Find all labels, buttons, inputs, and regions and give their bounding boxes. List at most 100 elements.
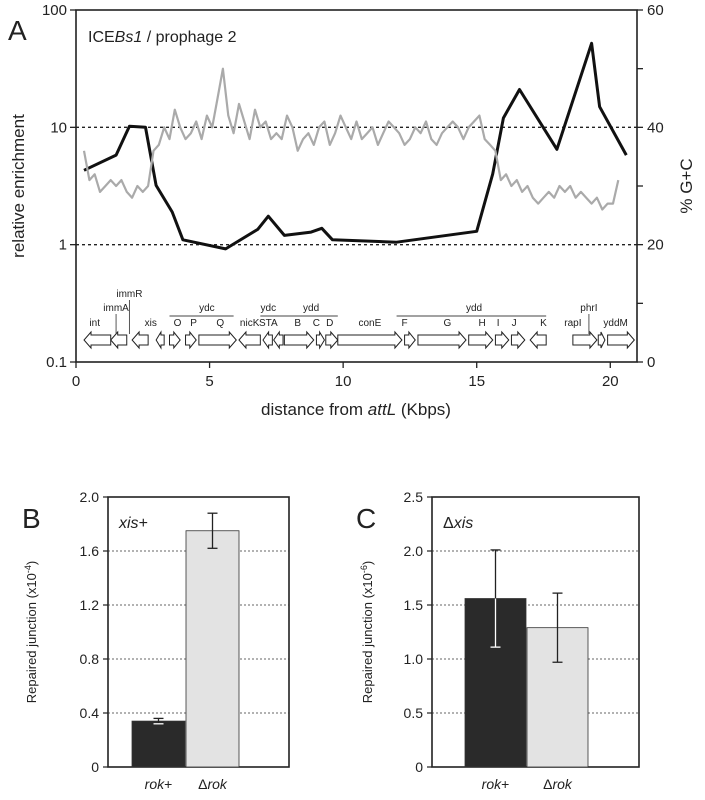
gene-label: ydd bbox=[303, 303, 319, 314]
gene-arrow bbox=[110, 330, 128, 350]
y-tick-label: 1 bbox=[59, 237, 67, 254]
gene-arrow bbox=[169, 330, 181, 350]
gene-label: immA bbox=[103, 303, 129, 314]
gene-label: yddM bbox=[603, 318, 627, 329]
y-tick-label: 0 bbox=[415, 759, 423, 775]
gene-arrow bbox=[468, 330, 494, 350]
panel-a-y-axis-label: relative enrichment bbox=[9, 114, 28, 258]
gene-label: F bbox=[402, 318, 408, 329]
gene-label: ydd bbox=[466, 303, 482, 314]
gene-label: ydc bbox=[199, 303, 215, 314]
gene-label: phrI bbox=[580, 303, 597, 314]
panel-a-ticks: 0 5 10 15 20 0.1 1 10 100 0 20 40 60 bbox=[42, 2, 664, 390]
gc-content-line bbox=[82, 67, 620, 211]
category-label: rok+ bbox=[482, 776, 510, 792]
y-tick-label: 1.0 bbox=[404, 651, 424, 667]
gene-label: O bbox=[174, 318, 182, 329]
y-tick-label: 100 bbox=[42, 2, 67, 19]
category-label: rok+ bbox=[145, 776, 173, 792]
gene-arrow bbox=[404, 330, 416, 350]
gene-label: C bbox=[313, 318, 320, 329]
gene-arrow bbox=[83, 330, 112, 350]
y-tick-label: 2.0 bbox=[80, 489, 100, 505]
x-tick-label: 10 bbox=[335, 373, 352, 390]
gene-label: Q bbox=[216, 318, 224, 329]
gene-arrow bbox=[494, 330, 510, 350]
bar bbox=[131, 720, 186, 768]
gene-label: conE bbox=[358, 318, 381, 329]
panel-c-y-axis-label: Repaired junction (x10-6) bbox=[359, 561, 375, 703]
panel-a-plot-frame bbox=[75, 9, 638, 363]
panel-a-title: ICEBs1 / prophage 2 bbox=[88, 29, 237, 46]
gene-arrow bbox=[283, 330, 315, 350]
gene-label: D bbox=[326, 318, 333, 329]
gene-label: G bbox=[443, 318, 451, 329]
gene-arrow bbox=[262, 330, 273, 350]
panel-letter-c: C bbox=[356, 503, 376, 534]
category-label: Δrok bbox=[543, 776, 573, 792]
panel-c-content: 0 0.5 1.0 1.5 2.0 2.5 rok+ Δrok bbox=[404, 489, 639, 792]
bar bbox=[185, 530, 240, 768]
enrichment-line bbox=[83, 41, 628, 251]
panel-letter-b: B bbox=[22, 503, 41, 534]
panel-c-annotation: Δxis bbox=[443, 515, 473, 532]
gene-label: rapI bbox=[564, 318, 581, 329]
gene-arrow bbox=[325, 330, 339, 350]
category-label: Δrok bbox=[198, 776, 228, 792]
y2-tick-label: 20 bbox=[647, 237, 664, 254]
panel-b-y-axis-label: Repaired junction (x10-4) bbox=[23, 561, 39, 703]
gene-arrow bbox=[131, 330, 149, 350]
gene-label: B bbox=[294, 318, 301, 329]
x-tick-label: 15 bbox=[468, 373, 485, 390]
y-tick-label: 1.2 bbox=[80, 597, 100, 613]
gene-label: K bbox=[540, 318, 547, 329]
gene-arrow bbox=[198, 330, 237, 350]
y-tick-label: 1.6 bbox=[80, 543, 100, 559]
panel-a-x-axis-label: distance from attL (Kbps) bbox=[261, 400, 451, 419]
panel-letter-a: A bbox=[8, 15, 27, 46]
gene-arrow bbox=[572, 330, 598, 350]
gene-arrow bbox=[238, 330, 261, 350]
gene-arrow bbox=[155, 330, 165, 350]
x-tick-label: 20 bbox=[602, 373, 619, 390]
y2-tick-label: 40 bbox=[647, 119, 664, 136]
panel-a-series bbox=[82, 41, 628, 251]
gene-arrow bbox=[607, 330, 635, 350]
panel-b-annotation: xis+ bbox=[118, 515, 148, 532]
x-tick-label: 5 bbox=[205, 373, 213, 390]
gene-arrow bbox=[597, 331, 606, 349]
gene-label: I bbox=[497, 318, 500, 329]
y-tick-label: 0.1 bbox=[46, 354, 67, 371]
panel-a-y2-axis-label: % G+C bbox=[677, 158, 696, 213]
y-tick-label: 0 bbox=[91, 759, 99, 775]
gene-label: nicK bbox=[240, 318, 260, 329]
gene-label: xis bbox=[145, 318, 157, 329]
gene-arrow bbox=[337, 330, 403, 350]
gene-arrow bbox=[315, 330, 326, 350]
panel-b-chart: 0 0.4 0.8 1.2 1.6 2.0 rok+ Δrok xis+ Repaired j… bbox=[23, 489, 290, 792]
y-tick-label: 0.4 bbox=[80, 705, 100, 721]
y-tick-label: 2.5 bbox=[404, 489, 424, 505]
panel-c-chart: 0 0.5 1.0 1.5 2.0 2.5 rok+ Δrok Δxis Repaired j… bbox=[359, 489, 640, 792]
gene-arrow bbox=[185, 330, 197, 350]
panel-b-content: 0 0.4 0.8 1.2 1.6 2.0 rok+ Δrok bbox=[80, 489, 289, 792]
x-tick-label: 0 bbox=[72, 373, 80, 390]
y2-tick-label: 0 bbox=[647, 354, 655, 371]
gene-label: int bbox=[89, 318, 100, 329]
gene-arrow bbox=[273, 330, 284, 350]
gene-label: immR bbox=[116, 289, 142, 300]
gene-label: J bbox=[512, 318, 517, 329]
y-tick-label: 2.0 bbox=[404, 543, 424, 559]
y-tick-label: 0.8 bbox=[80, 651, 100, 667]
gene-arrow bbox=[510, 330, 526, 350]
y-tick-label: 1.5 bbox=[404, 597, 424, 613]
y2-tick-label: 60 bbox=[647, 2, 664, 19]
y-tick-label: 0.5 bbox=[404, 705, 424, 721]
gene-label: P bbox=[190, 318, 197, 329]
gene-label: H bbox=[478, 318, 485, 329]
gene-arrow bbox=[417, 330, 467, 350]
gene-arrow bbox=[529, 330, 547, 350]
